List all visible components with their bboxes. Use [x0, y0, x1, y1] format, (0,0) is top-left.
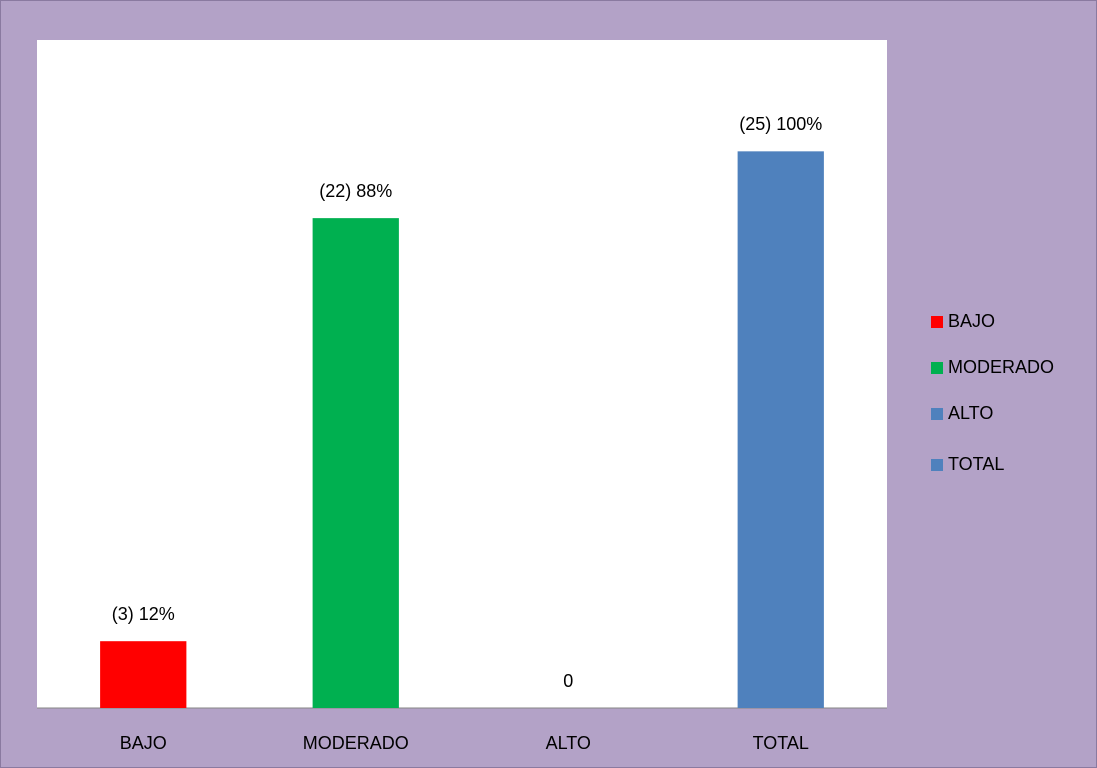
x-tick-label: ALTO [546, 733, 591, 753]
legend-swatch [931, 459, 943, 471]
data-label: (3) 12% [112, 604, 175, 624]
bar [737, 151, 824, 709]
bar [312, 218, 399, 708]
x-tick-label: BAJO [120, 733, 167, 753]
data-label: 0 [563, 671, 573, 691]
bar [100, 641, 187, 708]
x-tick-label: MODERADO [303, 733, 409, 753]
legend-label: ALTO [948, 403, 993, 423]
legend-swatch [931, 408, 943, 420]
x-tick-label: TOTAL [753, 733, 809, 753]
legend-label: BAJO [948, 311, 995, 331]
data-label: (25) 100% [739, 114, 822, 134]
legend-label: TOTAL [948, 454, 1004, 474]
legend-swatch [931, 362, 943, 374]
legend-label: MODERADO [948, 357, 1054, 377]
data-label: (22) 88% [319, 181, 392, 201]
legend-swatch [931, 316, 943, 328]
